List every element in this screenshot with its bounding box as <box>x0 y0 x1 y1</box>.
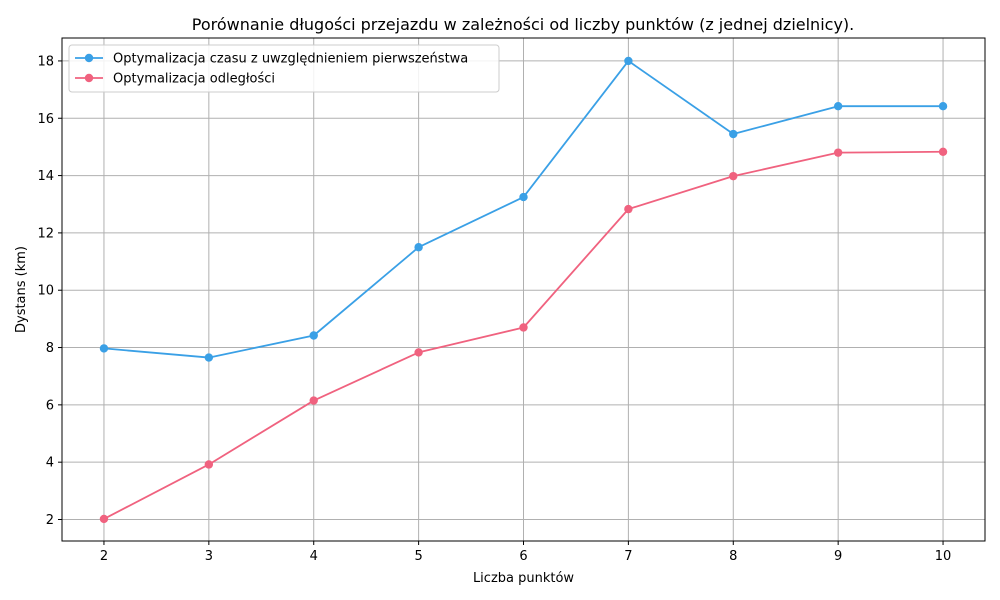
data-point <box>309 396 318 405</box>
y-tick-label: 10 <box>37 284 54 299</box>
legend-label: Optymalizacja odległości <box>113 72 275 87</box>
x-tick-label: 6 <box>519 549 527 564</box>
x-tick-label: 5 <box>414 549 422 564</box>
x-tick-label: 4 <box>310 549 318 564</box>
legend-label: Optymalizacja czasu z uwzględnieniem pie… <box>113 52 468 67</box>
data-point <box>519 192 528 202</box>
data-point <box>99 344 109 353</box>
data-point <box>309 331 318 340</box>
legend-marker <box>84 73 94 83</box>
y-tick-label: 6 <box>46 398 54 413</box>
data-point <box>204 353 214 362</box>
x-tick-label: 7 <box>624 549 632 564</box>
data-point <box>833 148 843 157</box>
legend: Optymalizacja czasu z uwzględnieniem pie… <box>68 44 500 93</box>
x-tick-label: 3 <box>205 549 213 564</box>
legend-marker <box>84 53 94 63</box>
series-2 <box>99 147 948 524</box>
x-tick-label: 2 <box>100 549 108 564</box>
y-tick-label: 2 <box>46 513 54 528</box>
x-axis-label: Liczba punktów <box>473 571 574 586</box>
data-point <box>624 204 633 214</box>
data-point <box>414 348 423 357</box>
data-point <box>624 56 633 66</box>
x-tick-label: 9 <box>834 549 842 564</box>
series-1 <box>99 56 948 362</box>
x-tick-label: 10 <box>935 549 952 564</box>
data-point <box>729 129 738 139</box>
series-layer <box>99 56 948 524</box>
data-point <box>204 460 214 469</box>
y-tick-label: 12 <box>37 226 54 241</box>
data-point <box>938 102 948 111</box>
data-point <box>833 102 843 111</box>
y-tick-label: 16 <box>37 112 54 127</box>
y-tick-label: 8 <box>46 341 54 356</box>
data-point <box>99 514 109 524</box>
data-point <box>729 171 738 181</box>
data-point <box>519 323 528 332</box>
axis-ticks: 2 3 4 5 6 7 8 9 10 2 4 6 8 10 12 14 16 18 <box>37 54 951 564</box>
x-tick-label: 8 <box>729 549 737 564</box>
y-tick-label: 18 <box>37 54 54 69</box>
data-point <box>938 147 948 156</box>
legend-box <box>68 44 500 93</box>
legend-item: Optymalizacja czasu z uwzględnieniem pie… <box>75 52 468 67</box>
data-point <box>414 243 423 252</box>
y-axis-label: Dystans (km) <box>14 246 29 333</box>
legend-item: Optymalizacja odległości <box>75 72 275 87</box>
chart-title: Porównanie długości przejazdu w zależnoś… <box>192 15 854 34</box>
y-tick-label: 4 <box>46 456 54 471</box>
y-tick-label: 14 <box>37 169 54 184</box>
grid-lines <box>62 38 985 541</box>
